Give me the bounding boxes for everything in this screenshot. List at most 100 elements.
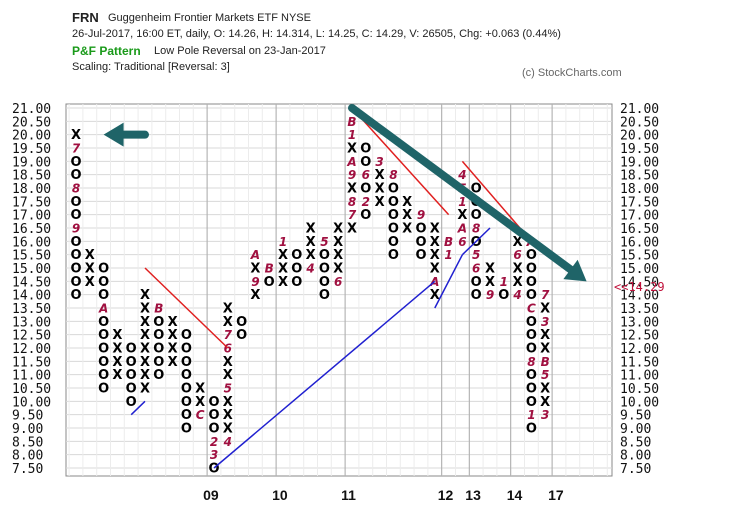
pnf-month-mark: 4	[223, 435, 232, 449]
pnf-x-mark: X	[540, 382, 550, 397]
y-tick-left: 15.50	[12, 249, 51, 264]
pnf-o-mark: O	[415, 222, 426, 237]
pnf-o-mark: O	[126, 382, 137, 397]
year-label: 17	[548, 487, 564, 503]
pnf-x-mark: X	[306, 222, 316, 237]
y-tick-left: 10.50	[12, 382, 51, 397]
pnf-x-mark: X	[333, 222, 343, 237]
pnf-o-mark: O	[236, 315, 247, 330]
pnf-x-mark: X	[85, 275, 95, 290]
pnf-x-mark: X	[375, 182, 385, 197]
y-tick-left: 16.50	[12, 222, 51, 237]
pnf-x-mark: X	[168, 328, 178, 343]
y-tick-left: 19.50	[12, 142, 51, 157]
y-tick-right: 16.00	[620, 235, 659, 250]
pnf-month-mark: 8	[527, 355, 535, 369]
support-trendline	[213, 280, 436, 469]
pnf-x-mark: X	[250, 262, 260, 277]
pnf-o-mark: O	[70, 288, 81, 303]
pnf-x-mark: X	[278, 262, 288, 277]
pnf-x-mark: X	[540, 328, 550, 343]
y-tick-right: 7.50	[620, 462, 651, 477]
pnf-month-mark: 3	[375, 155, 383, 169]
plot-area	[65, 103, 613, 477]
pnf-x-mark: X	[223, 408, 233, 423]
pnf-x-mark: X	[85, 262, 95, 277]
pnf-month-mark: 8	[348, 195, 356, 209]
pnf-month-mark: 1	[458, 195, 466, 209]
pnf-month-mark: B	[265, 262, 274, 276]
pnf-month-mark: 6	[224, 342, 232, 356]
pnf-month-mark: 6	[334, 275, 342, 289]
pnf-o-mark: O	[319, 262, 330, 277]
pnf-o-mark: O	[526, 248, 537, 263]
pnf-x-mark: X	[112, 368, 122, 383]
pnf-x-mark: X	[347, 142, 357, 157]
pnf-o-mark: O	[526, 395, 537, 410]
pnf-o-mark: O	[471, 208, 482, 223]
pnf-month-mark: 9	[251, 275, 259, 289]
pnf-month-mark: 3	[210, 448, 218, 462]
pnf-o-mark: O	[388, 235, 399, 250]
pnf-month-mark: 1	[444, 248, 452, 262]
year-label: 10	[272, 487, 288, 503]
pnf-o-mark: O	[471, 288, 482, 303]
pnf-month-mark: 3	[541, 315, 549, 329]
pnf-x-mark: X	[140, 315, 150, 330]
y-tick-right: 16.50	[620, 222, 659, 237]
pnf-x-mark: X	[140, 342, 150, 357]
pnf-o-mark: O	[291, 262, 302, 277]
resistance-trendline	[144, 267, 229, 349]
pnf-month-mark: 9	[72, 222, 80, 236]
quote-line: 26-Jul-2017, 16:00 ET, daily, O: 14.26, …	[72, 28, 561, 40]
pnf-month-mark: C	[196, 408, 205, 422]
y-tick-left: 15.00	[12, 262, 51, 277]
y-tick-right: 20.00	[620, 129, 659, 144]
pnf-o-mark: O	[181, 408, 192, 423]
pnf-o-mark: O	[526, 315, 537, 330]
pnf-x-mark: X	[347, 222, 357, 237]
pnf-x-mark: X	[71, 128, 81, 143]
pattern-label: P&F Pattern	[72, 44, 141, 58]
pnf-x-mark: X	[140, 382, 150, 397]
y-tick-left: 20.00	[12, 129, 51, 144]
pnf-x-mark: X	[375, 195, 385, 210]
pnf-x-mark: X	[485, 262, 495, 277]
resistance-trendline	[351, 107, 450, 216]
pnf-o-mark: O	[208, 462, 219, 477]
pnf-month-mark: 5	[224, 382, 232, 396]
pnf-o-mark: O	[360, 155, 371, 170]
pnf-month-mark: 3	[541, 408, 549, 422]
pnf-o-mark: O	[126, 395, 137, 410]
pnf-o-mark: O	[98, 275, 109, 290]
y-tick-right: 19.50	[620, 142, 659, 157]
pnf-month-mark: 6	[513, 248, 521, 262]
y-tick-left: 8.00	[12, 449, 43, 464]
pnf-x-mark: X	[140, 328, 150, 343]
pnf-o-mark: O	[70, 155, 81, 170]
pnf-o-mark: O	[498, 288, 509, 303]
y-tick-left: 18.00	[12, 182, 51, 197]
pnf-x-mark: X	[223, 395, 233, 410]
pnf-month-mark: B	[444, 235, 453, 249]
pnf-month-mark: 1	[500, 275, 508, 289]
y-tick-right: 14.00	[620, 289, 659, 304]
pnf-x-mark: X	[140, 368, 150, 383]
pnf-x-mark: X	[223, 302, 233, 317]
pnf-x-mark: X	[278, 248, 288, 263]
pnf-month-mark: A	[98, 302, 108, 316]
pnf-x-mark: X	[140, 288, 150, 303]
pnf-month-mark: 8	[72, 182, 80, 196]
year-label: 12	[438, 487, 454, 503]
pnf-month-mark: 5	[320, 235, 328, 249]
pnf-x-mark: X	[513, 235, 523, 250]
pnf-o-mark: O	[526, 368, 537, 383]
pnf-month-mark: A	[250, 248, 260, 262]
pnf-o-mark: O	[153, 328, 164, 343]
y-tick-right: 15.50	[620, 249, 659, 264]
pnf-x-mark: X	[223, 355, 233, 370]
pnf-month-mark: B	[347, 115, 356, 129]
y-tick-right: 11.50	[620, 355, 659, 370]
pnf-o-mark: O	[319, 248, 330, 263]
pnf-o-mark: O	[98, 368, 109, 383]
